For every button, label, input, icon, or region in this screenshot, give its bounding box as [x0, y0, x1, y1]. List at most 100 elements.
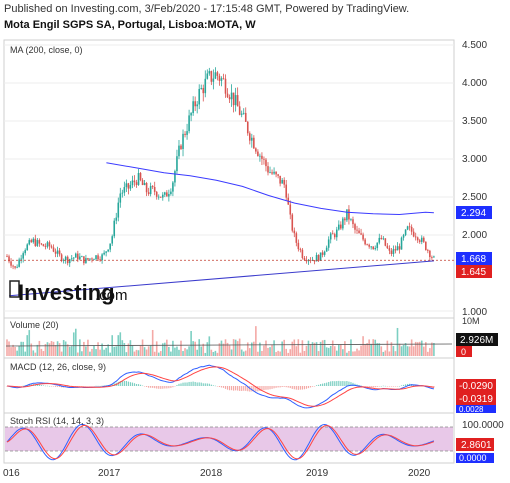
candle-body	[305, 259, 308, 262]
candle-body	[208, 71, 211, 74]
macd-histogram-bar	[97, 385, 99, 387]
candle-body	[117, 202, 120, 218]
candle-body	[348, 209, 350, 220]
candle-body	[6, 256, 8, 258]
macd-histogram-bar	[303, 386, 306, 390]
macd-histogram-bar	[380, 385, 382, 387]
macd-histogram-bar	[129, 382, 132, 386]
volume-bar	[119, 332, 122, 356]
candle-body	[147, 192, 150, 195]
volume-bar	[400, 346, 403, 356]
candle-body	[368, 244, 370, 247]
macd-histogram-bar	[233, 386, 235, 391]
candle-body	[48, 242, 51, 247]
candle-body	[414, 236, 417, 238]
volume-bar	[425, 342, 427, 356]
candle-body	[22, 253, 24, 259]
volume-bar	[121, 340, 124, 356]
macd-histogram-bar	[188, 381, 190, 386]
candle-body	[97, 255, 99, 260]
candle-body	[255, 148, 257, 152]
volume-bar	[313, 342, 316, 356]
candle-body	[346, 209, 348, 221]
volume-bar	[44, 344, 47, 356]
candle-body	[251, 137, 253, 141]
candle-body	[182, 133, 184, 149]
last-price-tag	[456, 265, 492, 278]
price-pane-title: MA (200, close, 0)	[10, 45, 83, 55]
candle-body	[234, 95, 237, 106]
candle-body	[230, 92, 233, 100]
last-price-label: 1.645	[461, 267, 486, 278]
macd-histogram-bar	[328, 381, 330, 386]
candle-body	[335, 229, 338, 238]
volume-bar	[200, 346, 203, 356]
y-tick-label: 4.500	[462, 40, 487, 51]
candle-body	[174, 171, 176, 183]
candle-body	[356, 229, 358, 231]
macd-histogram-bar	[172, 386, 174, 388]
candle-body	[119, 193, 122, 203]
candle-body	[406, 226, 409, 230]
volume-bar	[261, 350, 263, 356]
volume-bar	[145, 349, 148, 356]
volume-bar	[123, 343, 126, 356]
volume-bar	[28, 330, 31, 356]
macd-histogram-bar	[396, 386, 399, 387]
macd-histogram-bar	[218, 386, 221, 387]
macd-histogram-bar	[285, 386, 287, 388]
macd-histogram-bar	[398, 385, 401, 387]
volume-bar	[157, 352, 160, 356]
volume-bar	[155, 341, 158, 356]
volume-tick-label: 10M	[462, 316, 480, 326]
candle-body	[127, 183, 130, 189]
price-pane	[3, 39, 455, 319]
volume-bar	[182, 351, 184, 356]
candle-body	[289, 204, 292, 215]
macd-histogram-bar	[91, 386, 93, 387]
volume-bar	[259, 342, 261, 356]
macd-histogram-bar	[311, 386, 314, 387]
macd-histogram-bar	[61, 386, 63, 388]
macd-histogram-bar	[332, 381, 334, 386]
macd-histogram-bar	[210, 384, 212, 386]
stoch-k-tag	[456, 438, 494, 451]
candle-body	[212, 78, 215, 82]
volume-bar	[74, 328, 77, 356]
macd-histogram-bar	[346, 381, 348, 386]
volume-bar	[429, 348, 431, 356]
volume-bar	[356, 348, 358, 356]
macd-histogram-bar	[241, 386, 243, 391]
volume-bar	[224, 339, 227, 356]
macd-histogram-bar	[170, 386, 172, 388]
macd-value-tag	[456, 379, 496, 392]
volume-bar	[416, 342, 419, 356]
candle-body	[350, 219, 352, 221]
volume-bar	[62, 340, 65, 356]
volume-bar	[265, 340, 267, 356]
candle-body	[42, 244, 45, 247]
macd-histogram-bar	[309, 386, 312, 388]
volume-bar	[352, 351, 354, 356]
macd-histogram-bar	[275, 386, 277, 388]
candle-body	[275, 171, 277, 175]
volume-bar	[358, 350, 360, 356]
macd-histogram-bar	[162, 386, 164, 389]
volume-bar	[333, 346, 336, 356]
volume-bar	[382, 351, 385, 356]
volume-bar	[95, 349, 97, 356]
volume-bar	[151, 329, 154, 356]
macd-histogram-bar	[154, 386, 156, 389]
volume-bar	[137, 350, 140, 356]
volume-bar	[364, 344, 366, 356]
candle-body	[74, 253, 77, 258]
macd-histogram-bar	[360, 385, 362, 387]
volume-bar	[170, 351, 172, 356]
stoch-d-line	[6, 424, 435, 460]
macd-histogram-bar	[79, 386, 81, 387]
y-tick-label: 1.000	[462, 307, 487, 318]
volume-bar	[159, 351, 162, 356]
volume-bar	[133, 351, 136, 356]
volume-bar	[91, 348, 93, 356]
volume-bar	[196, 349, 198, 356]
